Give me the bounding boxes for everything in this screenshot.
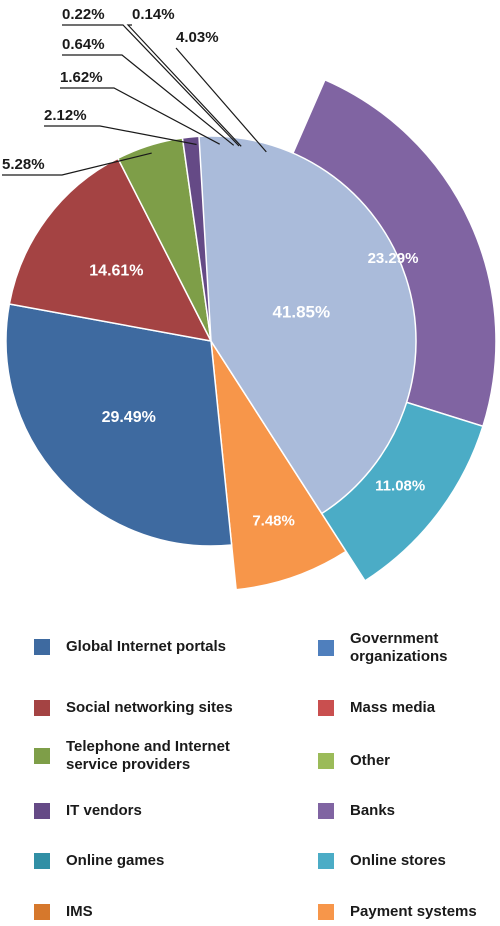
data-label-other: 4.03% [176, 29, 219, 46]
legend-swatch [318, 803, 334, 819]
data-label-banks: 23.29% [368, 250, 419, 267]
legend-label: Online stores [350, 852, 446, 869]
legend-swatch [34, 748, 50, 764]
data-label-global-internet-portals: 29.49% [102, 409, 156, 426]
data-label-online-games: 1.62% [60, 69, 103, 86]
legend-swatch [34, 700, 50, 716]
legend-swatch [318, 700, 334, 716]
legend-item-banks: Banks [318, 802, 488, 820]
legend-label: Mass media [350, 699, 436, 716]
legend-swatch [34, 803, 50, 819]
legend-swatch [318, 853, 334, 869]
legend-label: Social networking sites [66, 699, 233, 716]
legend-label: IT vendors [66, 802, 142, 819]
legend-item-online-games: Online games [34, 852, 294, 870]
legend-label: Government organizations [350, 630, 448, 665]
legend-item-global-internet-portals: Global Internet portals [34, 638, 294, 656]
data-label-payment-systems: 7.48% [252, 512, 295, 529]
legend-label: Online games [66, 852, 165, 869]
legend-swatch [34, 639, 50, 655]
data-label-online-stores: 11.08% [375, 477, 425, 494]
legend-item-mass-media: Mass media [318, 699, 488, 717]
legend-item-ims: IMS [34, 903, 294, 921]
legend: Global Internet portals Government organ… [0, 620, 500, 926]
legend-label: Telephone and Internet service providers [66, 738, 230, 773]
leader-line-mass-media [126, 24, 242, 147]
data-label-government-organizations: 0.22% [62, 6, 105, 23]
legend-swatch [34, 904, 50, 920]
data-label-social-networking-sites: 14.61% [89, 263, 143, 280]
legend-item-it-vendors: IT vendors [34, 802, 294, 820]
leader-line-government-organizations [62, 24, 240, 147]
pie-chart: 7.48% 29.49% 14.61% 5.28% 2.12% 1.62% 0.64% 0.2… [2, 6, 497, 591]
legend-item-other: Other [318, 752, 488, 770]
leader-line-online-games [60, 87, 220, 145]
leader-line-it-vendors [44, 125, 197, 146]
legend-item-government-organizations: Government organizations [318, 630, 488, 666]
legend-label: IMS [66, 903, 93, 920]
data-label-telephone-and-internet-service-providers: 5.28% [2, 156, 45, 173]
leader-line-ims [62, 54, 235, 146]
legend-label: Other [350, 752, 391, 769]
pie-slices [5, 78, 497, 591]
legend-swatch [318, 904, 334, 920]
pie-labels: 7.48% 29.49% 14.61% 5.28% 2.12% 1.62% 0.64% 0.2… [2, 6, 425, 529]
legend-item-telephone-and-internet-service-providers: Telephone and Internet service providers [34, 738, 264, 774]
legend-swatch [318, 640, 334, 656]
legend-swatch [34, 853, 50, 869]
leader-line-telephone-and-internet-service-providers [2, 152, 152, 176]
pie-slice-social-networking-sites [8, 157, 213, 343]
inner-group-sector [198, 135, 417, 515]
pie-slice-payment-systems [210, 340, 348, 591]
data-label-it-vendors: 2.12% [44, 107, 87, 124]
leader-line-other [175, 47, 267, 153]
legend-item-payment-systems: Payment systems [318, 903, 488, 921]
data-label-inner-group: 41.85% [272, 303, 330, 322]
legend-label: Payment systems [350, 903, 477, 920]
pie-slice-global-internet-portals [5, 303, 233, 547]
legend-item-online-stores: Online stores [318, 852, 488, 870]
legend-swatch [318, 753, 334, 769]
data-label-ims: 0.64% [62, 36, 105, 53]
legend-label: Banks [350, 802, 396, 819]
legend-item-social-networking-sites: Social networking sites [34, 699, 294, 717]
legend-label: Global Internet portals [66, 638, 227, 655]
data-label-mass-media: 0.14% [132, 6, 175, 23]
